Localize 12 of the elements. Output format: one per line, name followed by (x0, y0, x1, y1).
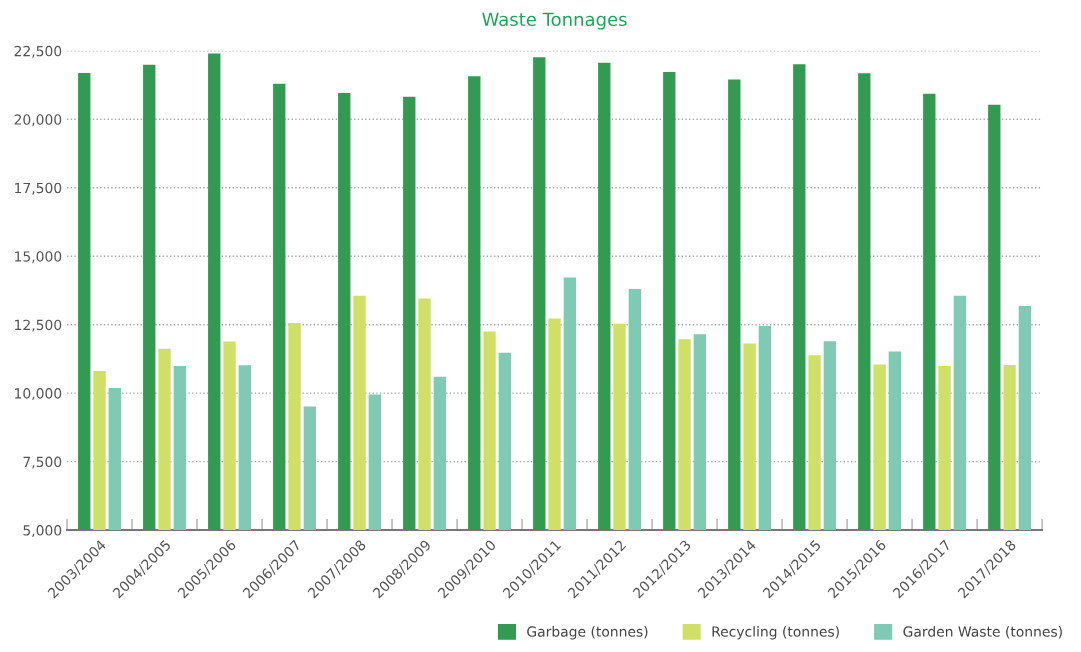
legend-label: Garden Waste (tonnes) (903, 626, 1062, 639)
y-tick-label: 5,000 (23, 525, 62, 537)
y-tick-label: 7,500 (23, 456, 62, 469)
y-tick-label: 15,000 (15, 251, 62, 264)
y-tick-label: 12,500 (15, 319, 62, 332)
y-tick-label: 10,000 (15, 388, 62, 401)
chart-title: Waste Tonnages (482, 12, 627, 30)
legend-label: Recycling (tonnes) (712, 626, 839, 640)
legend-label: Garbage (tonnes) (527, 626, 648, 640)
y-tick-label: 17,500 (15, 182, 62, 195)
y-tick-label: 22,500 (14, 45, 62, 58)
y-tick-label: 20,000 (14, 114, 62, 127)
